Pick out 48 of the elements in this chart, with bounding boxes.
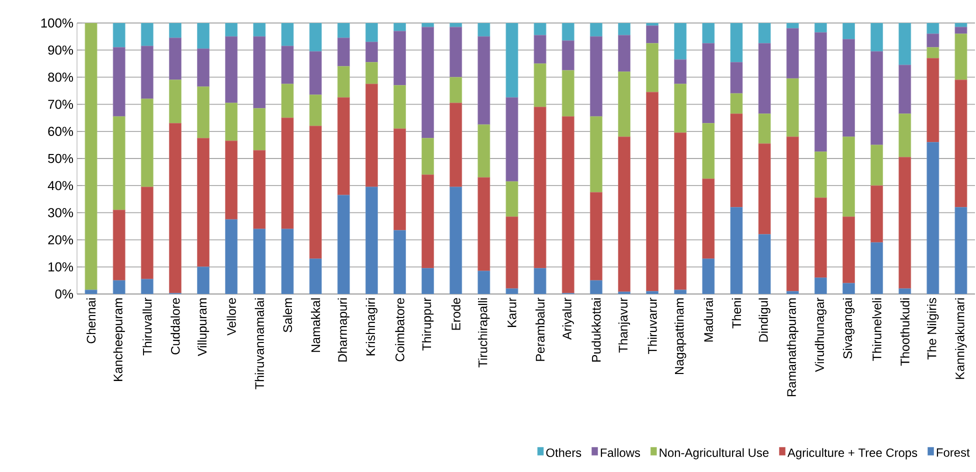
x-tick-label: Virudhunagar xyxy=(814,298,826,372)
x-tick-label: Theni xyxy=(732,298,742,328)
x-tick-label: Erode xyxy=(451,298,460,330)
legend-label: Forest xyxy=(936,448,970,457)
y-tick-label: 10% xyxy=(48,262,74,272)
legend-label: Agriculture + Tree Crops xyxy=(787,448,918,460)
y-tick-label: 90% xyxy=(48,46,74,55)
x-tick-label: Vellore xyxy=(226,298,236,336)
x-tick-label: Namakkal xyxy=(310,298,320,352)
legend-label: Fallows xyxy=(600,448,640,457)
x-tick-label: Chennai xyxy=(86,298,96,344)
x-tick-label: Thiruppur xyxy=(422,298,434,351)
x-tick-label: The Nilgiris xyxy=(927,298,939,360)
x-tick-label: Ramanathapuram xyxy=(786,298,798,396)
x-tick-label: Cuddalore xyxy=(170,298,180,354)
x-tick-label: Madurai xyxy=(704,298,713,342)
y-tick-label: 40% xyxy=(48,181,74,190)
x-tick-label: Thirunelveli xyxy=(872,298,882,361)
y-tick-label: 60% xyxy=(48,126,74,136)
x-tick-label: Thoothukudi xyxy=(900,298,910,366)
y-tick-label: 30% xyxy=(48,208,74,218)
x-tick-label: Krishnagiri xyxy=(366,298,378,356)
x-tick-label: Nagapattinam xyxy=(674,298,686,374)
x-tick-label: Thiruvallur xyxy=(142,298,152,356)
x-tick-label: Coimbatore xyxy=(395,298,404,362)
y-tick-label: 0% xyxy=(55,289,74,299)
x-tick-label: Sivagangai xyxy=(842,298,855,359)
x-tick-label: Karur xyxy=(508,298,516,327)
x-tick-label: Dindigul xyxy=(758,298,770,342)
x-tick-label: Kanniyakumari xyxy=(955,298,967,379)
x-tick-label: Thiruvannamalai xyxy=(254,298,264,390)
x-tick-label: Villupuram xyxy=(197,298,210,356)
x-tick-label: Dharmapuri xyxy=(338,298,350,362)
legend-label: Non-Agricultural Use xyxy=(660,448,769,460)
y-tick-label: 80% xyxy=(48,72,74,82)
x-tick-label: Ariyalur xyxy=(562,298,574,340)
y-tick-label: 70% xyxy=(48,100,74,109)
x-tick-label: Pudukkottai xyxy=(592,298,601,362)
y-tick-label: 20% xyxy=(48,235,74,244)
x-tick-label: Tiruchirapalli xyxy=(478,298,490,368)
legend-label: Others xyxy=(546,448,582,457)
y-tick-label: 50% xyxy=(48,154,74,164)
x-tick-label: Thiruvarur xyxy=(648,298,657,354)
x-tick-label: Thanjavur xyxy=(618,298,630,353)
y-tick-label: 100% xyxy=(41,18,74,28)
x-tick-label: Kancheepuram xyxy=(113,298,125,381)
x-tick-label: Salem xyxy=(282,298,292,332)
x-tick-label: Perambalur xyxy=(535,298,545,361)
